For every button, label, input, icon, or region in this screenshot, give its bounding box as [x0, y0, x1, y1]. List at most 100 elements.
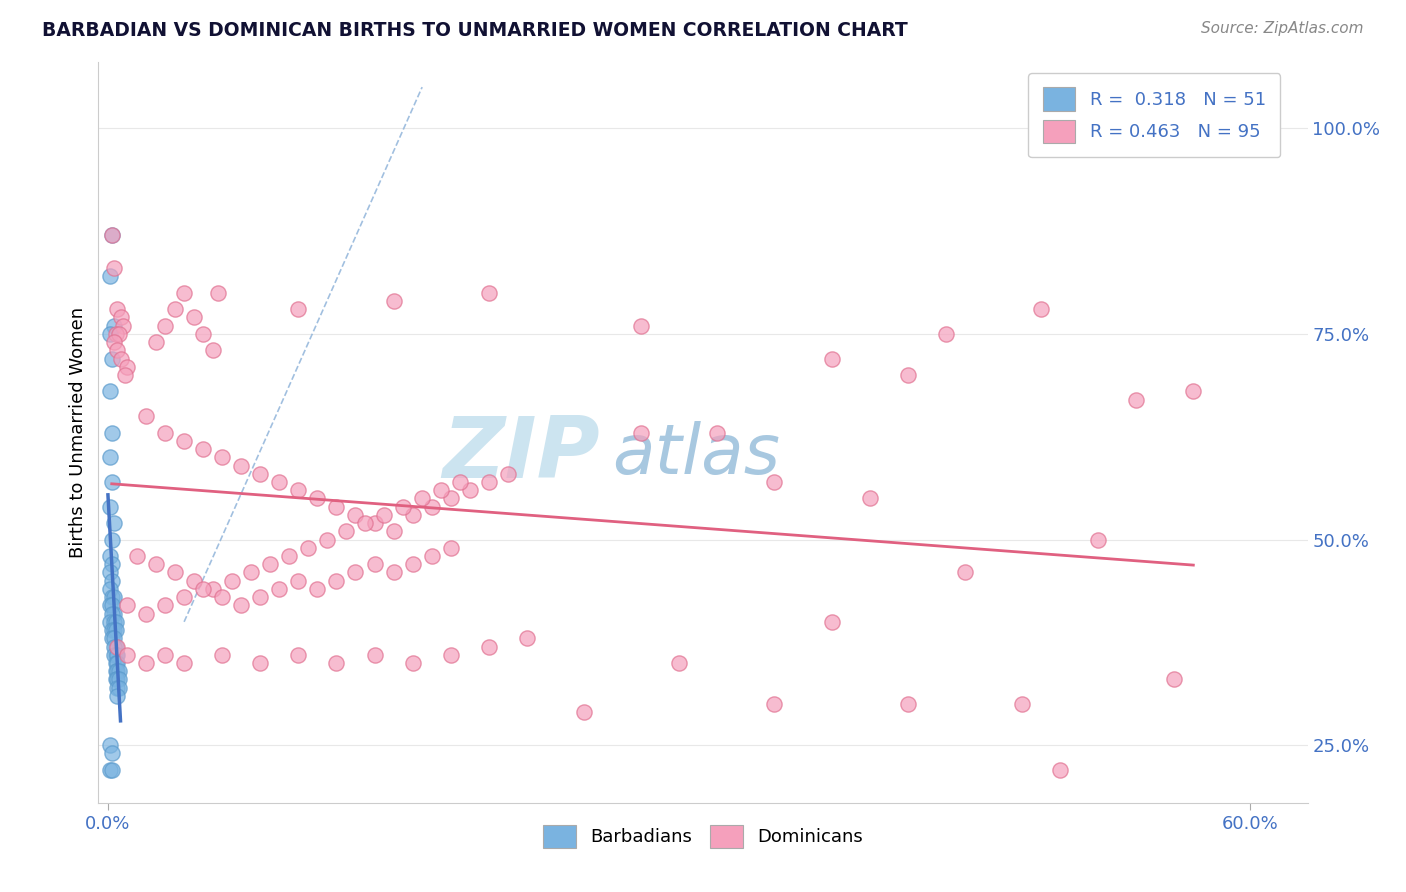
Point	[107, 648, 129, 662]
Point	[630, 425, 652, 440]
Point	[107, 681, 129, 695]
Point	[103, 261, 125, 276]
Point	[440, 491, 463, 506]
Point	[401, 508, 423, 522]
Point	[145, 335, 167, 350]
Point	[344, 566, 367, 580]
Point	[100, 632, 122, 646]
Point	[1087, 533, 1109, 547]
Point	[104, 673, 127, 687]
Point	[269, 582, 291, 596]
Point	[103, 607, 125, 621]
Point	[449, 475, 471, 489]
Point	[100, 590, 122, 604]
Point	[110, 351, 132, 366]
Point	[231, 599, 253, 613]
Point	[163, 566, 186, 580]
Point	[104, 326, 127, 341]
Point	[107, 640, 129, 654]
Point	[325, 574, 347, 588]
Point	[107, 664, 129, 678]
Point	[211, 648, 233, 662]
Point	[211, 590, 233, 604]
Point	[135, 607, 157, 621]
Point	[100, 228, 122, 243]
Point	[153, 648, 176, 662]
Point	[478, 285, 501, 300]
Point	[287, 483, 309, 498]
Point	[103, 623, 125, 637]
Point	[103, 615, 125, 629]
Point	[373, 508, 395, 522]
Point	[107, 673, 129, 687]
Point	[108, 681, 131, 695]
Point	[249, 467, 271, 481]
Point	[458, 483, 481, 498]
Text: Source: ZipAtlas.com: Source: ZipAtlas.com	[1201, 21, 1364, 37]
Point	[382, 524, 405, 539]
Point	[100, 747, 122, 761]
Point	[107, 302, 129, 317]
Point	[516, 632, 538, 646]
Point	[820, 351, 842, 366]
Point	[98, 582, 121, 596]
Point	[103, 648, 125, 662]
Point	[112, 318, 135, 333]
Point	[98, 566, 121, 580]
Text: ZIP: ZIP	[443, 413, 600, 496]
Point	[98, 763, 121, 777]
Point	[307, 491, 329, 506]
Point	[104, 656, 127, 670]
Point	[173, 590, 195, 604]
Point	[100, 533, 122, 547]
Point	[103, 590, 125, 604]
Point	[420, 500, 443, 514]
Point	[201, 343, 224, 358]
Point	[411, 491, 433, 506]
Point	[382, 293, 405, 308]
Point	[363, 648, 385, 662]
Point	[935, 326, 957, 341]
Point	[100, 425, 122, 440]
Point	[440, 648, 463, 662]
Point	[103, 632, 125, 646]
Point	[183, 310, 205, 325]
Point	[114, 368, 136, 382]
Point	[211, 450, 233, 465]
Point	[201, 582, 224, 596]
Point	[1182, 384, 1205, 399]
Point	[287, 648, 309, 662]
Point	[897, 368, 920, 382]
Point	[100, 574, 122, 588]
Point	[1011, 697, 1033, 711]
Point	[100, 599, 122, 613]
Point	[496, 467, 519, 481]
Point	[763, 475, 786, 489]
Point	[103, 318, 125, 333]
Point	[191, 326, 214, 341]
Point	[108, 664, 131, 678]
Point	[239, 566, 262, 580]
Point	[259, 558, 281, 572]
Point	[135, 656, 157, 670]
Point	[344, 508, 367, 522]
Point	[104, 615, 127, 629]
Point	[231, 458, 253, 473]
Point	[325, 500, 347, 514]
Point	[1163, 673, 1185, 687]
Point	[100, 351, 122, 366]
Point	[98, 384, 121, 399]
Point	[100, 475, 122, 489]
Point	[287, 302, 309, 317]
Point	[221, 574, 243, 588]
Point	[440, 541, 463, 555]
Point	[1125, 392, 1147, 407]
Point	[153, 599, 176, 613]
Point	[107, 343, 129, 358]
Point	[103, 516, 125, 530]
Point	[100, 763, 122, 777]
Point	[98, 326, 121, 341]
Point	[163, 302, 186, 317]
Point	[98, 615, 121, 629]
Point	[115, 359, 138, 374]
